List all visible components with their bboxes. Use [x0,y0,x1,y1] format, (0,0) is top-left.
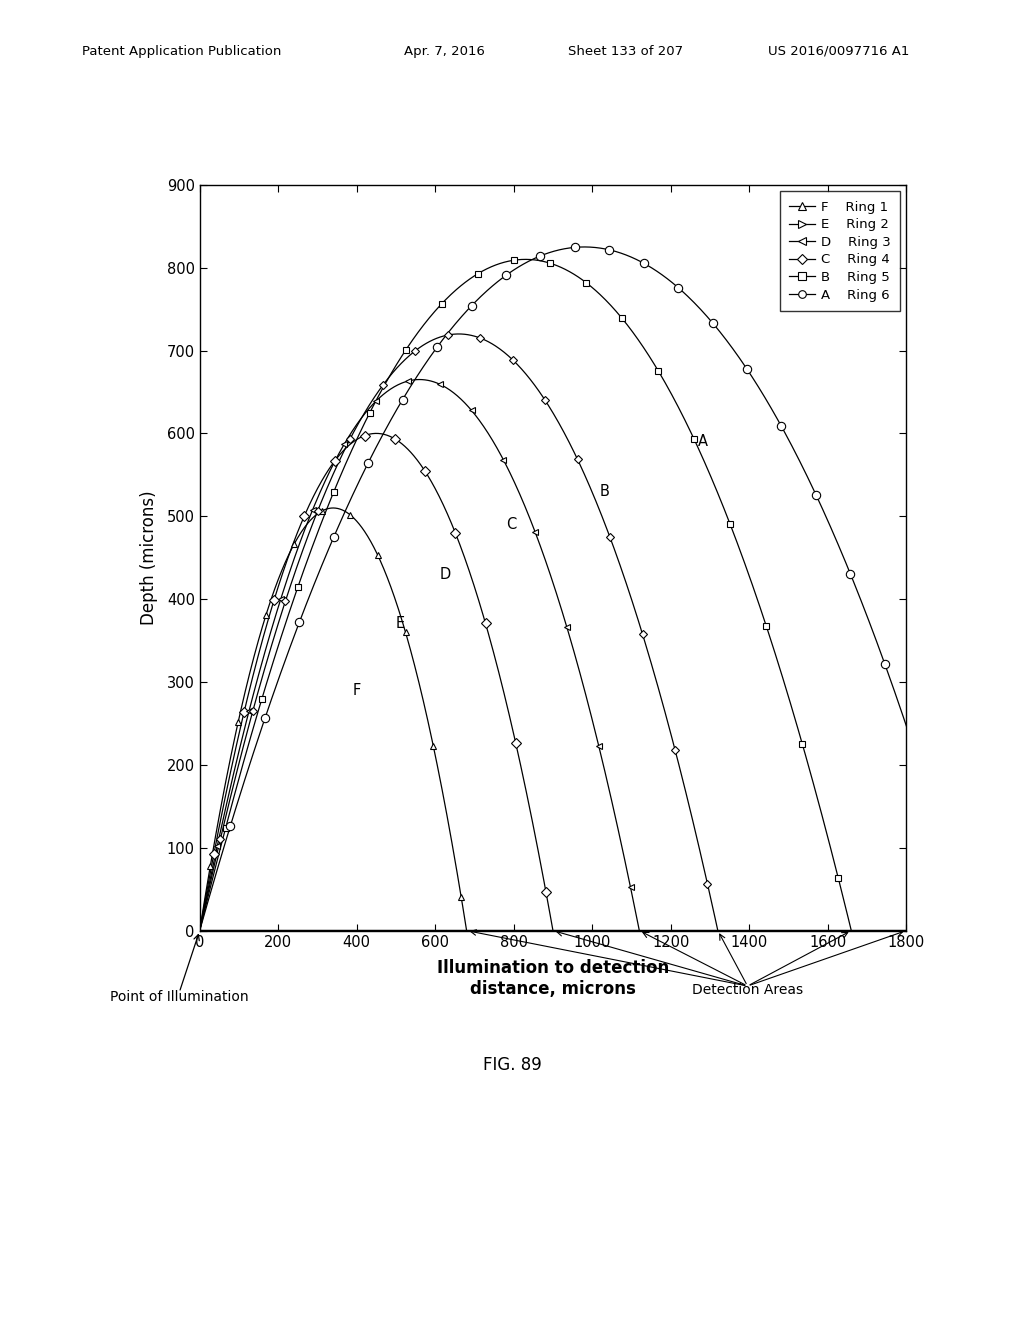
Y-axis label: Depth (microns): Depth (microns) [140,491,159,624]
X-axis label: Illumination to detection
distance, microns: Illumination to detection distance, micr… [437,958,669,998]
Legend: F    Ring 1, E    Ring 2, D    Ring 3, C    Ring 4, B    Ring 5, A    Ring 6: F Ring 1, E Ring 2, D Ring 3, C Ring 4, … [779,191,900,312]
Text: E: E [396,616,406,631]
Text: D: D [439,566,451,582]
Text: C: C [506,517,516,532]
Text: Detection Areas: Detection Areas [692,983,803,998]
Text: B: B [600,484,610,499]
Text: F: F [352,682,361,698]
Text: US 2016/0097716 A1: US 2016/0097716 A1 [768,45,909,58]
Text: Sheet 133 of 207: Sheet 133 of 207 [568,45,683,58]
Text: A: A [698,434,709,449]
Text: Patent Application Publication: Patent Application Publication [82,45,282,58]
Text: Point of Illumination: Point of Illumination [110,990,249,1005]
Text: FIG. 89: FIG. 89 [482,1056,542,1074]
Text: Apr. 7, 2016: Apr. 7, 2016 [404,45,485,58]
